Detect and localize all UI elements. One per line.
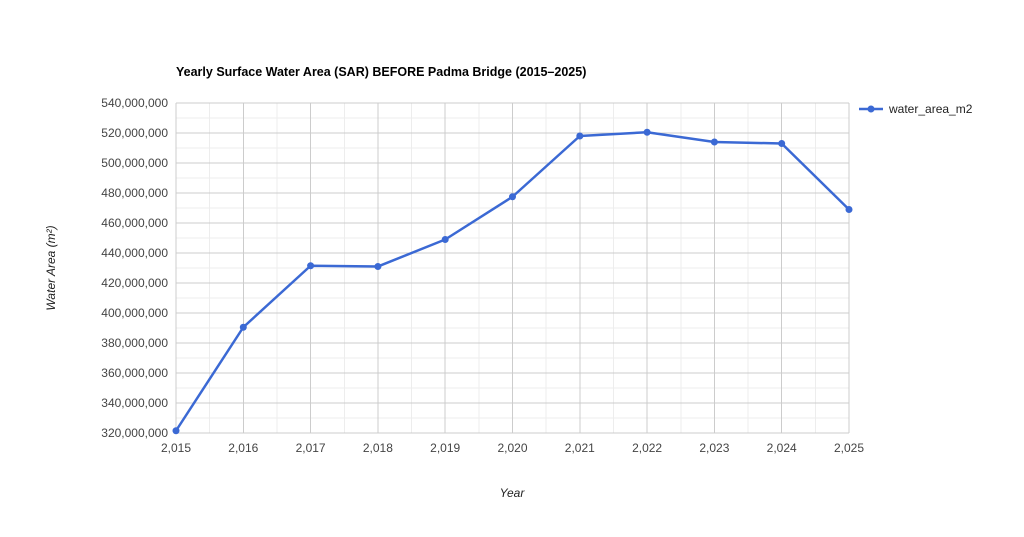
data-point[interactable] (778, 140, 786, 147)
y-tick-label: 360,000,000 (101, 366, 168, 380)
data-point[interactable] (307, 262, 315, 270)
y-tick-label: 540,000,000 (101, 96, 168, 110)
x-tick-label: 2,019 (430, 441, 460, 455)
y-tick-label: 380,000,000 (101, 336, 168, 350)
y-tick-label: 460,000,000 (101, 216, 168, 230)
data-point[interactable] (710, 138, 718, 146)
x-tick-label: 2,015 (161, 441, 191, 455)
y-tick-label: 500,000,000 (101, 156, 168, 170)
data-points (172, 128, 853, 435)
x-tick-label: 2,018 (363, 441, 393, 455)
data-point[interactable] (239, 323, 247, 331)
data-point[interactable] (441, 236, 449, 243)
legend: water_area_m2 (858, 102, 972, 116)
x-tick-label: 2,021 (565, 441, 595, 455)
data-point[interactable] (509, 193, 516, 201)
x-tick-label: 2,024 (767, 441, 797, 455)
x-axis-title: Year (499, 486, 525, 500)
y-tick-label: 440,000,000 (101, 246, 168, 260)
legend-line-marker-icon (859, 105, 883, 113)
x-axis-tick-labels: 2,015 2,016 2,017 2,018 2,019 2,020 2,021 2,022… (161, 441, 864, 455)
legend-label: water_area_m2 (889, 102, 973, 116)
x-tick-label: 2,023 (699, 441, 729, 455)
y-axis-title: Water Area (m²) (44, 225, 58, 311)
data-point[interactable] (374, 263, 382, 270)
x-tick-label: 2,016 (228, 441, 258, 455)
y-tick-label: 340,000,000 (101, 396, 168, 410)
x-tick-label: 2,017 (296, 441, 326, 455)
major-gridlines (175, 102, 850, 434)
chart-title: Yearly Surface Water Area (SAR) BEFORE P… (176, 65, 587, 79)
y-tick-label: 520,000,000 (101, 126, 168, 140)
data-point[interactable] (576, 132, 584, 140)
y-tick-label: 480,000,000 (101, 186, 168, 200)
x-tick-label: 2,022 (632, 441, 662, 455)
data-point[interactable] (172, 427, 180, 435)
data-point[interactable] (845, 206, 853, 213)
y-axis-tick-labels: 320,000,000 340,000,000 360,000,000 380,000… (101, 96, 168, 440)
y-tick-label: 400,000,000 (101, 306, 168, 320)
y-tick-label: 420,000,000 (101, 276, 168, 290)
y-tick-label: 320,000,000 (101, 426, 168, 440)
x-tick-label: 2,025 (834, 441, 864, 455)
data-point[interactable] (643, 128, 651, 136)
x-tick-label: 2,020 (497, 441, 527, 455)
